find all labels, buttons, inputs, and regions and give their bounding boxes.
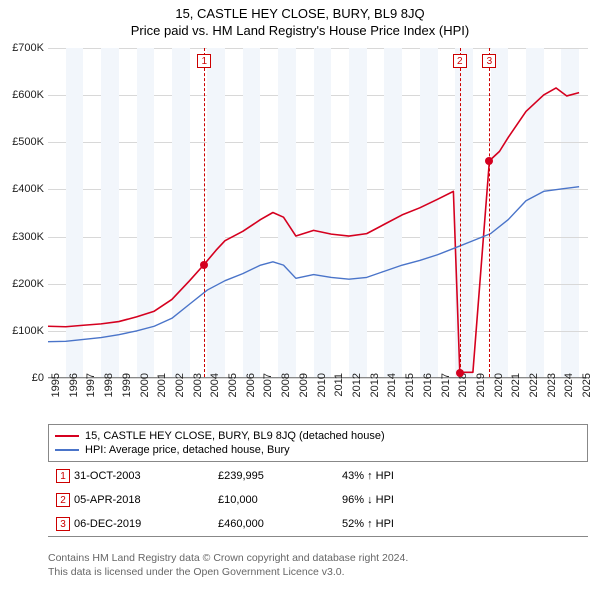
event-row-marker: 1 <box>56 469 70 483</box>
event-row-date: 06-DEC-2019 <box>74 518 214 530</box>
event-marker-dot <box>485 157 493 165</box>
y-axis-label: £600K <box>4 89 44 101</box>
event-marker-label: 2 <box>453 54 467 68</box>
event-marker-line <box>489 48 490 377</box>
x-axis-label: 2012 <box>351 373 363 397</box>
x-axis-label: 2010 <box>316 373 328 397</box>
event-row-price: £239,995 <box>218 470 338 482</box>
x-axis-label: 1998 <box>103 373 115 397</box>
x-axis-label: 1999 <box>121 373 133 397</box>
event-row-date: 05-APR-2018 <box>74 494 214 506</box>
x-axis-label: 2016 <box>422 373 434 397</box>
legend-item: HPI: Average price, detached house, Bury <box>55 443 581 457</box>
attribution-text: Contains HM Land Registry data © Crown c… <box>48 552 588 579</box>
event-row-date: 31-OCT-2003 <box>74 470 214 482</box>
legend-item: 15, CASTLE HEY CLOSE, BURY, BL9 8JQ (det… <box>55 429 581 443</box>
legend: 15, CASTLE HEY CLOSE, BURY, BL9 8JQ (det… <box>48 424 588 462</box>
x-axis-label: 2013 <box>369 373 381 397</box>
x-axis-label: 2023 <box>546 373 558 397</box>
y-axis-label: £500K <box>4 136 44 148</box>
y-axis-label: £0 <box>4 372 44 384</box>
x-axis-label: 2005 <box>227 373 239 397</box>
event-row: 1 31-OCT-2003 £239,995 43% ↑ HPI <box>48 464 588 488</box>
event-row-change: 52% ↑ HPI <box>342 518 580 530</box>
x-axis-label: 1996 <box>68 373 80 397</box>
series-property <box>48 88 579 372</box>
x-axis-label: 2020 <box>493 373 505 397</box>
event-row-change: 96% ↓ HPI <box>342 494 580 506</box>
event-row: 2 05-APR-2018 £10,000 96% ↓ HPI <box>48 488 588 512</box>
x-axis-label: 2022 <box>528 373 540 397</box>
legend-swatch <box>55 449 79 451</box>
event-marker-label: 3 <box>482 54 496 68</box>
x-axis-label: 2015 <box>404 373 416 397</box>
event-row-price: £10,000 <box>218 494 338 506</box>
y-axis-label: £300K <box>4 231 44 243</box>
x-axis-label: 2006 <box>245 373 257 397</box>
events-table: 1 31-OCT-2003 £239,995 43% ↑ HPI 2 05-APR-201… <box>48 464 588 537</box>
y-axis-label: £100K <box>4 325 44 337</box>
y-axis-label: £200K <box>4 278 44 290</box>
event-row-marker: 2 <box>56 493 70 507</box>
chart-plot-area: 1995199619971998199920002001200220032004… <box>48 48 588 378</box>
x-axis-label: 2003 <box>192 373 204 397</box>
x-axis-label: 2000 <box>139 373 151 397</box>
legend-label: 15, CASTLE HEY CLOSE, BURY, BL9 8JQ (det… <box>85 430 385 442</box>
legend-swatch <box>55 435 79 437</box>
x-axis-label: 2017 <box>440 373 452 397</box>
x-axis-label: 2011 <box>333 373 345 397</box>
event-row-marker: 3 <box>56 517 70 531</box>
event-marker-dot <box>456 369 464 377</box>
legend-label: HPI: Average price, detached house, Bury <box>85 444 290 456</box>
x-axis-label: 2009 <box>298 373 310 397</box>
x-axis-label: 2007 <box>262 373 274 397</box>
x-axis-label: 2019 <box>475 373 487 397</box>
x-axis-label: 2002 <box>174 373 186 397</box>
y-axis-label: £400K <box>4 183 44 195</box>
x-axis-label: 2021 <box>510 373 522 397</box>
x-axis-label: 2001 <box>156 373 168 397</box>
event-marker-line <box>204 48 205 377</box>
x-axis-label: 2025 <box>581 373 593 397</box>
chart-lines <box>48 48 588 377</box>
event-marker-label: 1 <box>197 54 211 68</box>
chart-title: 15, CASTLE HEY CLOSE, BURY, BL9 8JQ <box>0 0 600 21</box>
x-axis-label: 2024 <box>563 373 575 397</box>
x-axis-label: 2008 <box>280 373 292 397</box>
event-marker-dot <box>200 261 208 269</box>
x-axis-label: 2004 <box>209 373 221 397</box>
x-axis-label: 1995 <box>50 373 62 397</box>
x-axis-label: 2014 <box>386 373 398 397</box>
event-row: 3 06-DEC-2019 £460,000 52% ↑ HPI <box>48 512 588 536</box>
page-root: 15, CASTLE HEY CLOSE, BURY, BL9 8JQ Pric… <box>0 0 600 590</box>
y-axis-label: £700K <box>4 42 44 54</box>
event-marker-line <box>460 48 461 377</box>
event-row-price: £460,000 <box>218 518 338 530</box>
event-row-change: 43% ↑ HPI <box>342 470 580 482</box>
attribution-line-1: Contains HM Land Registry data © Crown c… <box>48 552 588 566</box>
x-axis-label: 1997 <box>85 373 97 397</box>
chart-subtitle: Price paid vs. HM Land Registry's House … <box>0 21 600 38</box>
attribution-line-2: This data is licensed under the Open Gov… <box>48 566 588 580</box>
